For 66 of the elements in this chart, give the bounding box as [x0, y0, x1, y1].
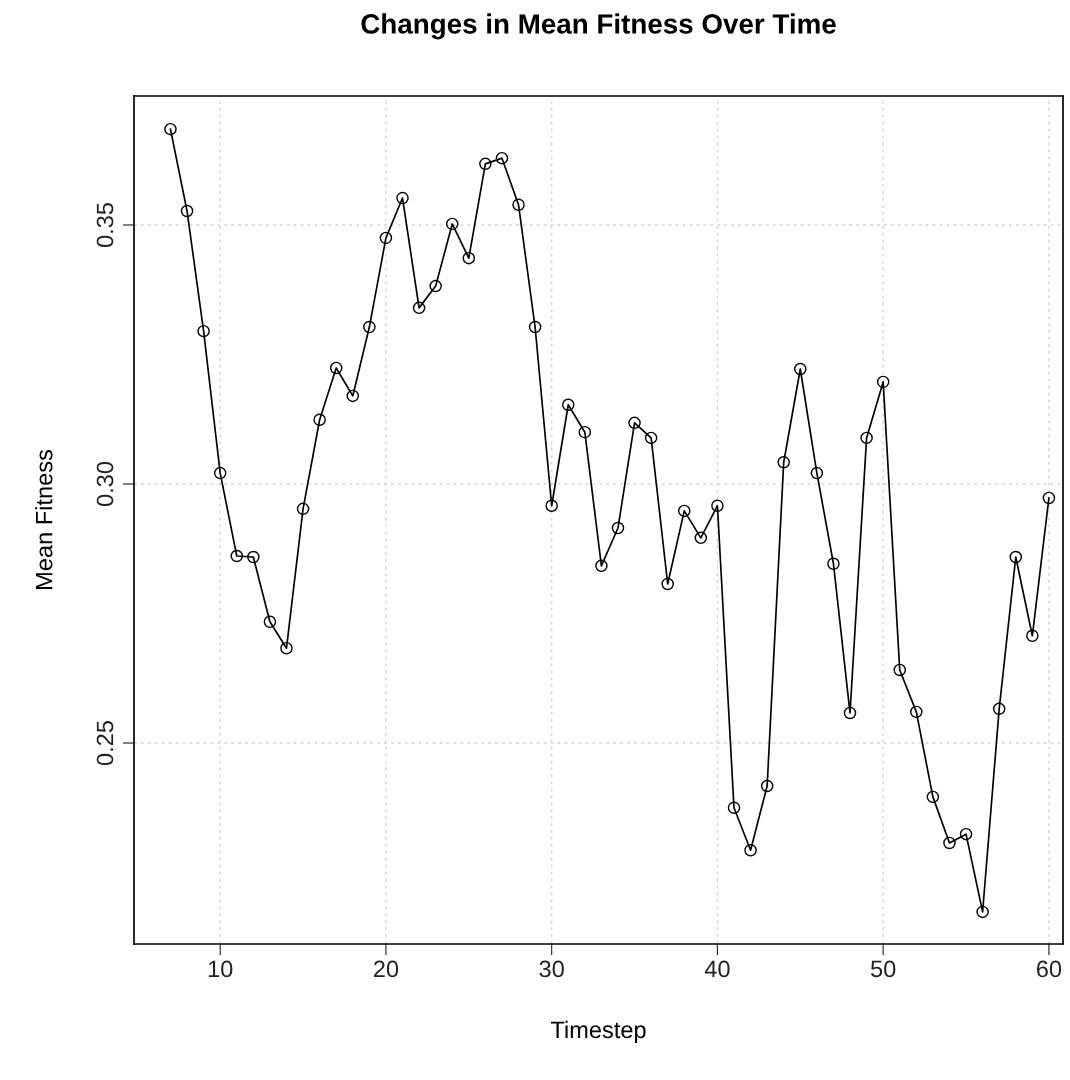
point [445, 217, 459, 231]
point [810, 466, 824, 480]
point [346, 389, 360, 403]
point [661, 577, 674, 591]
point [512, 198, 525, 212]
x-tick-label: 40 [704, 960, 730, 978]
point [777, 455, 790, 469]
point [827, 557, 840, 571]
x-tick-label: 20 [373, 960, 399, 978]
point [462, 251, 476, 265]
point [528, 320, 542, 334]
point [992, 702, 1006, 716]
point [1026, 629, 1039, 643]
point [180, 204, 194, 218]
point [926, 790, 940, 804]
point [263, 615, 277, 629]
point [296, 502, 310, 516]
point [164, 122, 177, 136]
point [910, 705, 923, 719]
point [1042, 491, 1056, 505]
point [644, 431, 658, 445]
point [280, 641, 293, 655]
point [694, 531, 708, 545]
point [843, 706, 857, 720]
point [197, 324, 210, 338]
point [495, 151, 509, 165]
point [1009, 550, 1023, 564]
point [363, 320, 376, 334]
point [860, 431, 873, 445]
point [727, 801, 741, 815]
y-tick-label: 0.35 [96, 203, 114, 248]
point [744, 843, 757, 857]
x-tick-label: 10 [208, 960, 233, 978]
point [247, 550, 260, 564]
point [562, 398, 575, 411]
point [479, 157, 492, 171]
point [893, 663, 906, 677]
point [396, 191, 409, 205]
point [578, 425, 592, 439]
point [329, 361, 343, 375]
y-tick-label: 0.30 [96, 461, 114, 507]
x-tick-label: 50 [870, 960, 896, 978]
point [213, 466, 227, 480]
point [711, 499, 724, 513]
point [611, 521, 625, 535]
point [943, 836, 956, 850]
point [760, 779, 774, 793]
point [628, 416, 641, 430]
x-axis-title: Timestep [550, 1020, 646, 1043]
point [876, 375, 890, 389]
point [313, 413, 326, 427]
y-tick-label: 0.25 [96, 721, 114, 766]
point [412, 301, 426, 315]
chart-title: Changes in Mean Fitness Over Time [361, 13, 836, 40]
point [379, 231, 393, 245]
point [429, 279, 442, 293]
point [545, 499, 558, 513]
point [959, 827, 973, 841]
point [595, 559, 608, 573]
point [230, 549, 244, 563]
point [794, 362, 807, 376]
y-axis-title: Mean Fitness [35, 449, 53, 589]
x-tick-label: 30 [539, 960, 564, 978]
point [976, 905, 989, 919]
x-tick-label: 60 [1036, 960, 1062, 978]
point [678, 504, 691, 518]
